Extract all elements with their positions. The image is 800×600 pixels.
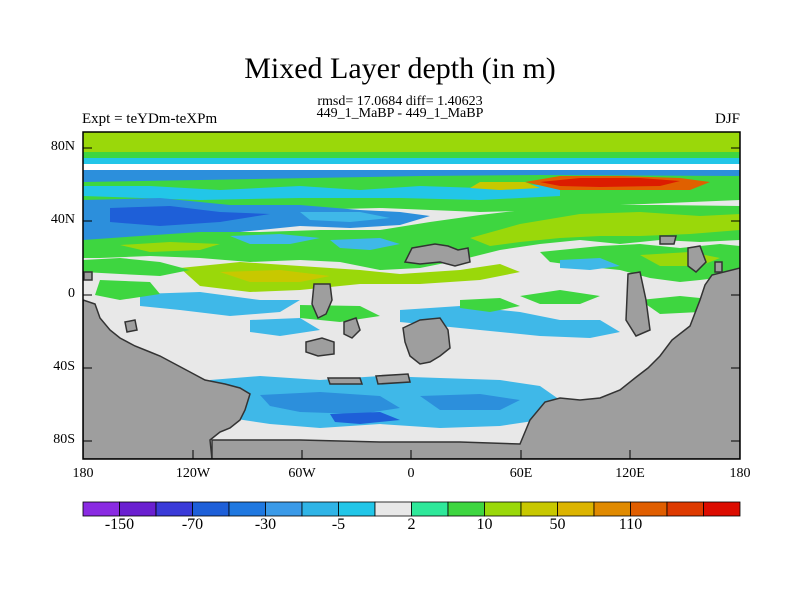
colorbar-swatch (484, 501, 522, 517)
colorbar-label: -70 (181, 516, 204, 533)
map-title: Mixed Layer depth (in m) (244, 52, 556, 85)
x-tick-label: 180 (729, 466, 751, 481)
colorbar-swatch (557, 501, 595, 517)
colorbar-swatch (228, 501, 266, 517)
experiment-ids: 449_1_MaBP - 449_1_MaBP (316, 106, 484, 121)
y-tick-label: 40S (53, 359, 75, 374)
colorbar-swatch (411, 501, 449, 517)
y-tick-label: 80N (50, 139, 75, 154)
colorbar-label: 10 (476, 516, 493, 533)
x-tick-label: 120E (615, 466, 645, 481)
colorbar-label: -30 (254, 516, 277, 533)
colorbar-swatch (301, 501, 339, 517)
colorbar-label: 110 (618, 516, 643, 533)
colorbar-swatch (703, 501, 741, 517)
y-tick-label: 40N (50, 212, 75, 227)
colorbar-swatch (520, 501, 558, 517)
experiment-label: Expt = teYDm-teXPm (82, 111, 218, 127)
colorbar-swatch (192, 501, 230, 517)
x-tick-label: 180 (72, 466, 94, 481)
colorbar-swatch (265, 501, 303, 517)
map-field (83, 132, 740, 459)
colorbar-swatch (666, 501, 704, 517)
y-tick-marks (83, 147, 740, 459)
rmsd-stats: rmsd= 17.0684 diff= 1.40623 (317, 94, 483, 109)
y-tick-label: 0 (68, 286, 75, 301)
y-tick-label: 80S (53, 432, 75, 447)
colorbar-swatch (593, 501, 631, 517)
colorbar-swatch (338, 501, 376, 517)
colorbar-swatch (155, 501, 193, 517)
colorbar-label: -150 (104, 516, 135, 533)
colorbar-label: -5 (331, 516, 346, 533)
colorbar-swatch (447, 501, 485, 517)
colorbar-label: 2 (407, 516, 416, 533)
colorbar (82, 501, 741, 517)
x-tick-label: 60E (509, 466, 533, 481)
colorbar-swatch (630, 501, 668, 517)
x-tick-label: 0 (407, 466, 415, 481)
x-tick-label: 60W (288, 466, 316, 481)
colorbar-label: 50 (549, 516, 566, 533)
colorbar-swatch (82, 501, 120, 517)
colorbar-swatch (119, 501, 157, 517)
x-tick-label: 120W (175, 466, 211, 481)
colorbar-swatch (374, 501, 412, 517)
season-label: DJF (714, 111, 740, 127)
